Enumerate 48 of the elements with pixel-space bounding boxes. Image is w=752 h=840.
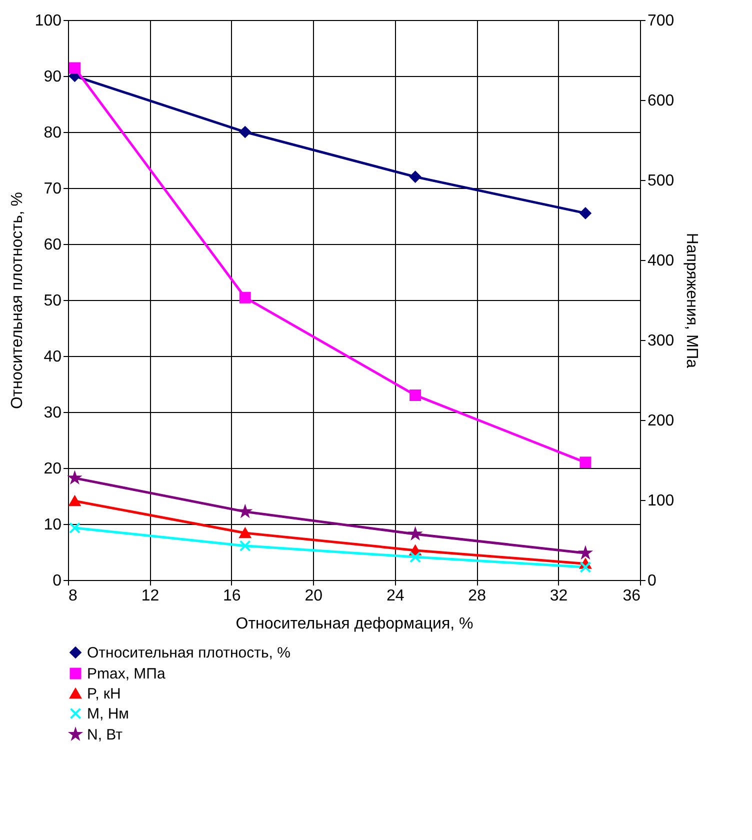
legend-label: M, Нм	[87, 706, 129, 722]
x-tick-label: 8	[68, 588, 78, 604]
y2-tick-label: 700	[648, 12, 674, 30]
y-tick-label: 20	[44, 460, 62, 478]
y2-tick-label: 400	[648, 252, 674, 270]
y2-axis-title: Напряжения, МПа	[683, 232, 700, 368]
point	[410, 551, 422, 563]
point	[239, 126, 251, 138]
point	[69, 522, 80, 534]
x-tick-label: 20	[304, 588, 323, 604]
point	[239, 292, 251, 304]
point	[69, 62, 80, 74]
x-axis-title: Относительная деформация, %	[236, 616, 474, 632]
y-tick-label: 100	[34, 12, 62, 30]
y2-tick-label: 200	[648, 412, 674, 430]
y2-tick-label: 600	[648, 92, 674, 110]
point	[580, 207, 592, 219]
x-tick-label: 16	[223, 588, 241, 604]
point	[410, 171, 422, 183]
y-tick-label: 70	[44, 180, 62, 198]
y-tick-label: 30	[44, 404, 62, 422]
y-tick-label: 10	[44, 516, 62, 534]
x-tick-label: 32	[550, 588, 568, 604]
x-tick-label: 36	[622, 588, 641, 604]
y2-tick-label: 100	[648, 492, 674, 510]
legend-label: Pmax, МПа	[87, 666, 166, 682]
x-tick-label: 24	[386, 588, 404, 604]
legend-label: N, Вт	[87, 726, 123, 744]
y2-tick-label: 300	[648, 332, 674, 350]
legend-label: Относительная плотность, %	[87, 644, 290, 662]
point	[580, 456, 592, 468]
x-tick-label: 12	[141, 588, 160, 604]
y-tick-label: 90	[44, 68, 62, 86]
point	[239, 540, 251, 552]
x-tick-label: 28	[468, 588, 486, 604]
point	[410, 389, 422, 401]
point	[580, 561, 592, 573]
y2-tick-label: 0	[648, 572, 656, 590]
y2-tick-label: 500	[648, 172, 674, 190]
y-tick-label: 40	[44, 348, 62, 366]
y-tick-label: 0	[52, 572, 62, 590]
y-axis-title: Относительная плотность, %	[8, 192, 26, 410]
point	[239, 528, 251, 538]
point	[69, 496, 80, 506]
y-tick-label: 60	[44, 236, 62, 254]
y-tick-label: 50	[44, 292, 62, 310]
legend-label: P, кН	[87, 686, 121, 702]
y-tick-label: 80	[44, 124, 62, 142]
